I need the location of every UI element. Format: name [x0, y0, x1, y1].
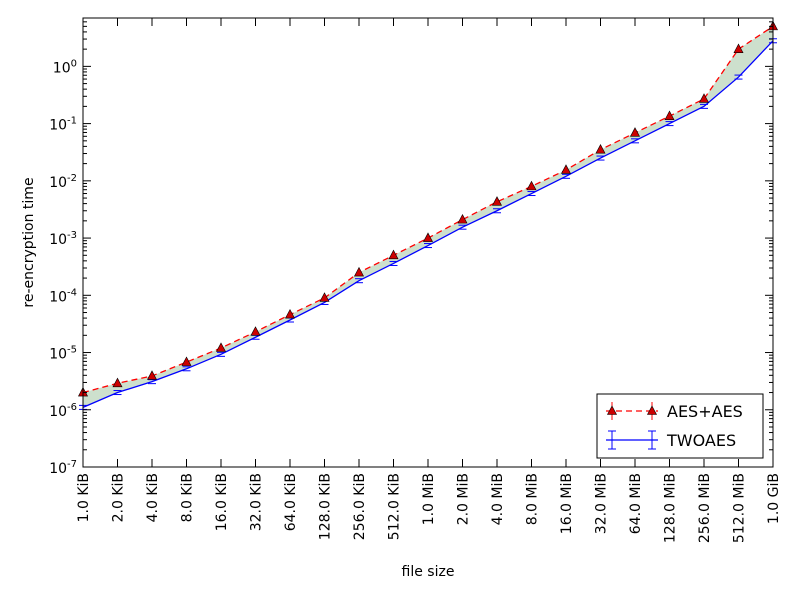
y-tick-base: 10	[49, 289, 67, 305]
x-tick-label: 128.0 KiB	[318, 473, 334, 540]
series-markers	[78, 20, 778, 410]
x-tick-label: 512.0 KiB	[387, 473, 403, 540]
aes-aes-point	[595, 144, 606, 154]
x-axis-label: file size	[402, 564, 455, 580]
y-tick-exponent: -4	[67, 287, 77, 298]
legend-label-aes-aes: AES+AES	[667, 402, 743, 421]
y-tick-label: 10-5	[49, 345, 77, 363]
x-tick-label: 128.0 MiB	[663, 473, 679, 543]
aes-aes-point	[561, 164, 571, 174]
y-tick-label: 10-1	[49, 116, 77, 134]
aes-aes-point	[733, 43, 744, 53]
y-tick-exponent: -7	[67, 459, 77, 470]
aes-aes-point	[250, 326, 261, 336]
legend-label-twoaes: TWOAES	[666, 431, 736, 450]
aes-aes-point	[354, 266, 364, 277]
aes-aes-point	[526, 180, 537, 191]
x-tick-label: 2.0 KiB	[111, 473, 127, 522]
x-tick-label: 16.0 KiB	[214, 473, 230, 531]
series-lines	[82, 25, 774, 408]
y-tick-exponent: -1	[67, 116, 77, 127]
y-tick-base: 10	[49, 232, 67, 248]
x-tick-label: 1.0 MiB	[421, 473, 437, 525]
y-tick-label: 10-4	[49, 287, 77, 305]
x-tick-label: 64.0 KiB	[283, 473, 299, 531]
y-tick-base: 10	[49, 175, 67, 191]
x-tick-labels: 1.0 KiB 2.0 KiB 4.0 KiB 8.0 KiB 16.0 KiB 32.0…	[76, 473, 782, 543]
x-tick-label: 64.0 MiB	[628, 473, 644, 534]
legend-symbol-twoaes	[606, 430, 658, 450]
legend-marker-aes-aes	[647, 405, 657, 415]
x-tick-label: 32.0 KiB	[249, 473, 265, 531]
aes-aes-point	[112, 377, 123, 388]
aes-aes-point	[181, 356, 192, 366]
y-axis-label: re-encryption time	[21, 177, 37, 307]
aes-aes-point	[492, 196, 502, 206]
aes-aes-point	[664, 110, 675, 120]
axis-ticks	[82, 18, 774, 468]
legend-marker-aes-aes	[607, 405, 617, 415]
x-tick-label: 16.0 MiB	[559, 473, 575, 534]
legend-box	[596, 393, 764, 459]
y-tick-exponent: -2	[67, 173, 77, 184]
y-tick-label: 10-6	[49, 402, 77, 420]
y-tick-exponent: 0	[71, 58, 77, 69]
y-tick-exponent: -5	[67, 345, 77, 356]
aes-aes-point	[457, 213, 468, 224]
y-tick-exponent: -3	[67, 230, 77, 241]
aes-aes-point	[388, 249, 399, 260]
x-tick-label: 256.0 MiB	[697, 473, 713, 543]
y-tick-base: 10	[49, 118, 67, 134]
fill-between-region	[83, 26, 773, 408]
y-tick-base: 10	[49, 347, 67, 363]
aes-aes-point	[216, 342, 226, 352]
x-tick-label: 1.0 GiB	[766, 473, 782, 524]
y-tick-base: 10	[53, 60, 71, 76]
series-line-twoaes	[82, 40, 774, 408]
y-tick-label: 100	[53, 58, 77, 76]
aes-aes-point	[423, 232, 433, 242]
x-tick-label: 4.0 KiB	[145, 473, 161, 522]
x-tick-label: 4.0 MiB	[490, 473, 506, 525]
aes-aes-point	[147, 370, 157, 380]
x-tick-label: 256.0 KiB	[352, 473, 368, 540]
series-line-aes-aes	[82, 25, 774, 394]
fill-between-area	[83, 26, 773, 408]
y-tick-base: 10	[49, 404, 67, 420]
x-tick-label: 32.0 MiB	[594, 473, 610, 534]
aes-aes-point	[285, 308, 295, 319]
y-tick-exponent: -6	[67, 402, 77, 413]
x-tick-label: 8.0 KiB	[180, 473, 196, 522]
aes-aes-point	[319, 292, 330, 302]
y-tick-label: 10-2	[49, 173, 77, 191]
aes-aes-point	[699, 93, 709, 103]
aes-aes-point	[630, 127, 640, 137]
x-tick-label: 8.0 MiB	[525, 473, 541, 525]
legend: AES+AES TWOAES	[596, 393, 764, 459]
x-tick-label: 2.0 MiB	[456, 473, 472, 525]
y-tick-base: 10	[49, 461, 67, 477]
y-tick-label: 10-7	[49, 459, 77, 477]
y-tick-label: 10-3	[49, 230, 77, 248]
x-tick-label: 1.0 KiB	[76, 473, 92, 522]
x-tick-label: 512.0 MiB	[732, 473, 748, 543]
legend-symbol-aes-aes	[606, 402, 658, 420]
